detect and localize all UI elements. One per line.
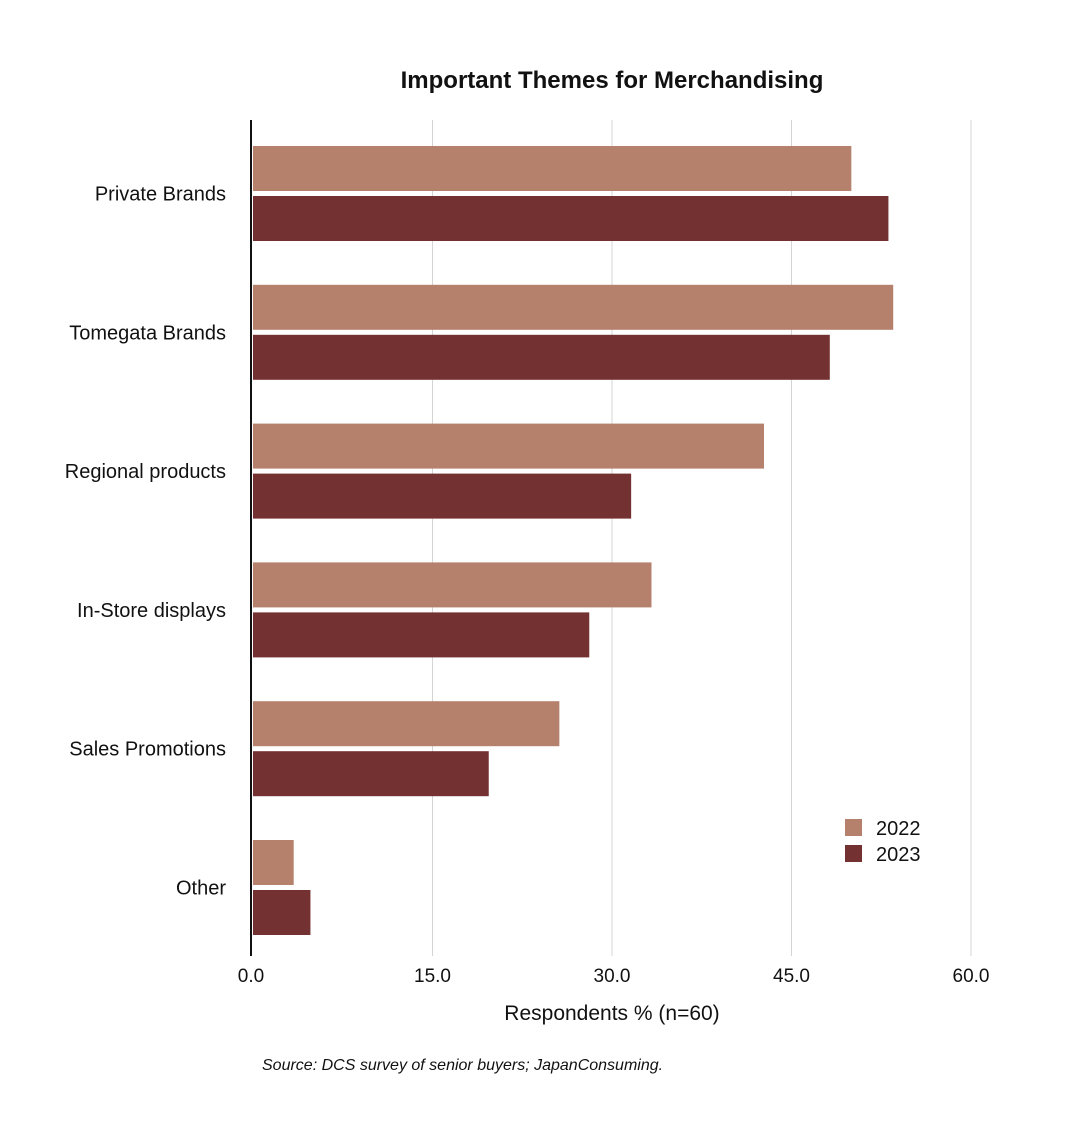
x-tick-label: 30.0 — [594, 966, 631, 987]
category-label: Regional products — [65, 461, 226, 483]
bar-2022 — [253, 562, 652, 608]
bar-2023 — [253, 751, 489, 797]
x-tick-labels: 0.0 15.0 30.0 45.0 60.0 — [238, 966, 990, 987]
legend-label: 2023 — [876, 844, 921, 866]
bar-2022 — [253, 423, 764, 469]
bar-2022 — [253, 284, 894, 330]
bar-2022 — [253, 146, 852, 191]
legend: 2022 2023 — [845, 818, 921, 866]
category-label: In-Store displays — [77, 600, 226, 622]
bar-2022 — [253, 840, 294, 885]
legend-label: 2022 — [876, 818, 921, 840]
category-label: Tomegata Brands — [69, 322, 226, 344]
category-label: Other — [176, 878, 226, 900]
category-labels: Private Brands Tomegata Brands Regional pr… — [65, 184, 227, 900]
bar-2023 — [253, 334, 830, 380]
x-tick-label: 0.0 — [238, 966, 264, 987]
x-axis-title: Respondents % (n=60) — [504, 1002, 719, 1025]
chart-title: Important Themes for Merchandising — [401, 67, 824, 94]
gridlines — [432, 120, 972, 956]
bar-2022 — [253, 701, 560, 747]
legend-swatch — [845, 845, 862, 862]
bar-2023 — [253, 196, 889, 241]
bar-2023 — [253, 473, 632, 519]
x-tick-label: 15.0 — [414, 966, 451, 987]
bar-2023 — [253, 890, 311, 935]
x-tick-label: 45.0 — [773, 966, 810, 987]
category-label: Private Brands — [95, 184, 226, 206]
source-note: Source: DCS survey of senior buyers; Jap… — [262, 1057, 663, 1074]
legend-swatch — [845, 819, 862, 836]
bars — [253, 146, 894, 935]
category-label: Sales Promotions — [69, 739, 226, 761]
x-tick-label: 60.0 — [953, 966, 990, 987]
bar-2023 — [253, 612, 590, 658]
